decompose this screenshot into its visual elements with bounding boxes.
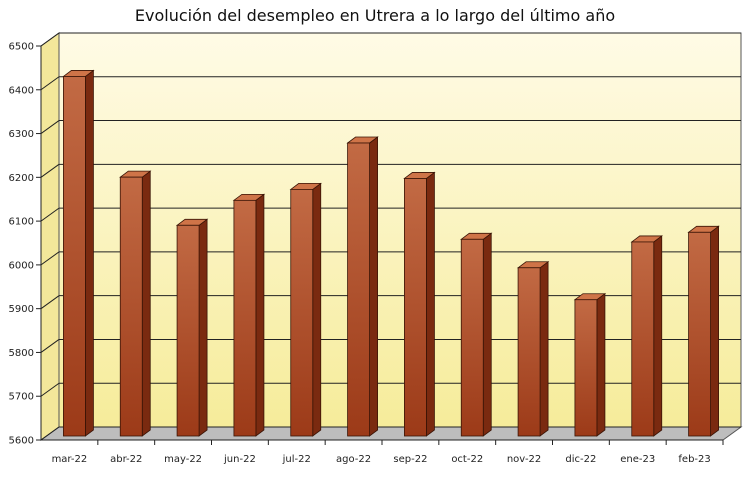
bar-side bbox=[653, 235, 663, 437]
bar-front bbox=[119, 176, 143, 437]
y-tick-label: 5800 bbox=[9, 348, 34, 359]
bar-side bbox=[312, 182, 322, 437]
y-tick-label: 5600 bbox=[9, 436, 34, 447]
bar-front bbox=[176, 224, 200, 437]
bar bbox=[573, 292, 607, 437]
gridline-diagonal bbox=[40, 163, 60, 178]
x-tick-label: ene-23 bbox=[620, 454, 655, 465]
x-tick-label: sep-22 bbox=[393, 454, 427, 465]
bar bbox=[289, 182, 322, 437]
gridline-diagonal bbox=[40, 32, 60, 47]
bar-front bbox=[63, 76, 86, 437]
bar-side bbox=[198, 218, 208, 437]
bar-front bbox=[631, 241, 655, 437]
plot-back-wall bbox=[58, 32, 742, 428]
gridline-diagonal bbox=[40, 382, 60, 397]
bar-front bbox=[404, 178, 427, 437]
plot-side-wall bbox=[40, 32, 60, 441]
bar-front bbox=[347, 142, 370, 437]
bar-side bbox=[255, 193, 265, 437]
bar-front bbox=[517, 267, 541, 437]
bar bbox=[232, 193, 266, 437]
chart-title: Evolución del desempleo en Utrera a lo l… bbox=[134, 6, 616, 25]
x-tick-label: nov-22 bbox=[507, 454, 541, 465]
x-tick-label: dic-22 bbox=[565, 454, 596, 465]
bar bbox=[175, 218, 209, 437]
bar-side bbox=[482, 232, 492, 437]
bar bbox=[403, 171, 436, 437]
y-tick-label: 5700 bbox=[9, 392, 34, 403]
x-tick-label: abr-22 bbox=[110, 454, 142, 465]
bar bbox=[516, 260, 550, 437]
y-tick-label: 6000 bbox=[9, 260, 34, 271]
x-tick-label: may-22 bbox=[164, 454, 202, 465]
y-tick-label: 6200 bbox=[9, 173, 34, 184]
bar-front bbox=[290, 189, 314, 437]
bar-side bbox=[85, 69, 94, 437]
y-tick-label: 6400 bbox=[9, 85, 34, 96]
bar-side bbox=[596, 292, 606, 437]
gridline-diagonal bbox=[40, 426, 60, 441]
gridline-diagonal bbox=[40, 251, 60, 266]
gridline-diagonal bbox=[40, 339, 60, 353]
bar bbox=[346, 136, 379, 437]
bar-front bbox=[460, 238, 484, 437]
bar-side bbox=[369, 136, 378, 437]
y-tick-label: 6300 bbox=[9, 129, 34, 140]
gridline-diagonal bbox=[40, 120, 60, 134]
bar bbox=[119, 170, 152, 437]
x-tick-label: jul-22 bbox=[282, 454, 311, 465]
y-tick-label: 6500 bbox=[9, 42, 34, 53]
bar bbox=[687, 225, 720, 437]
gridline-diagonal bbox=[40, 207, 60, 222]
y-tick-label: 5900 bbox=[9, 304, 34, 315]
bar-side bbox=[710, 225, 719, 437]
bar bbox=[62, 69, 95, 437]
x-tick-label: ago-22 bbox=[336, 454, 371, 465]
gridline-diagonal bbox=[40, 76, 60, 91]
bar-front bbox=[688, 231, 711, 437]
bar-side bbox=[539, 260, 549, 437]
bar-side bbox=[426, 171, 435, 437]
x-tick-label: oct-22 bbox=[451, 454, 483, 465]
gridline-diagonal bbox=[40, 295, 60, 310]
bar-front bbox=[574, 299, 598, 437]
bar bbox=[460, 232, 493, 437]
x-tick-label: feb-23 bbox=[678, 454, 710, 465]
y-tick-label: 6100 bbox=[9, 217, 34, 228]
bar-front bbox=[233, 199, 257, 437]
bar-side bbox=[141, 170, 151, 437]
bar bbox=[630, 235, 663, 437]
x-tick-label: mar-22 bbox=[52, 454, 88, 465]
x-tick-label: jun-22 bbox=[223, 454, 256, 465]
